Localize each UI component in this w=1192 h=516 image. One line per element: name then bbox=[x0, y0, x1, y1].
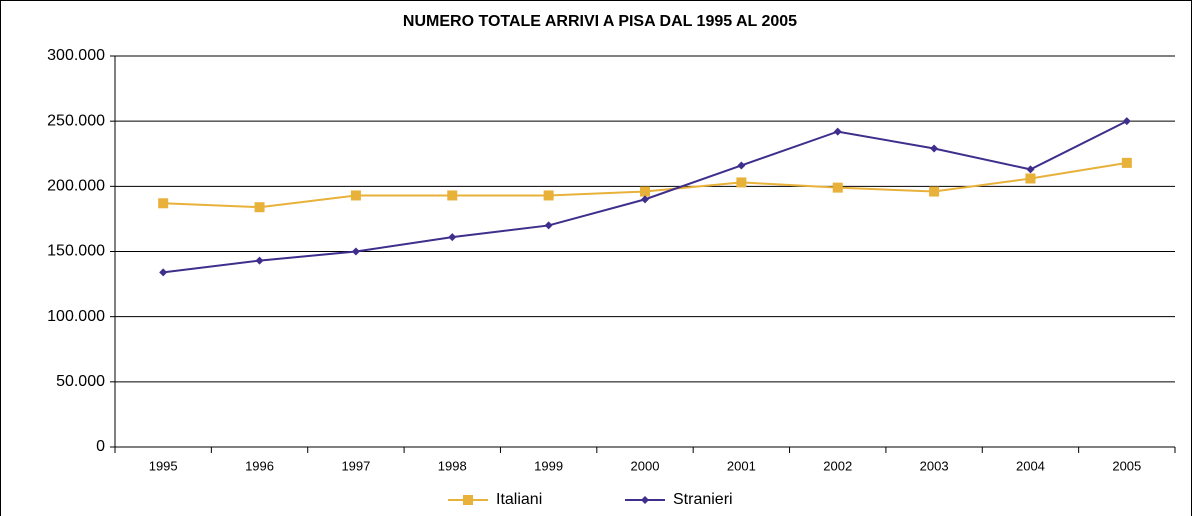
y-tick-label: 200.000 bbox=[47, 178, 105, 195]
data-point bbox=[1025, 173, 1036, 184]
data-point bbox=[640, 186, 650, 197]
data-point bbox=[543, 190, 554, 201]
y-tick-label: 0 bbox=[96, 438, 105, 455]
legend-marker bbox=[641, 496, 649, 504]
data-point bbox=[447, 190, 458, 201]
x-tick-label: 1996 bbox=[245, 458, 274, 473]
x-tick-label: 2004 bbox=[1016, 458, 1045, 473]
data-point bbox=[350, 190, 361, 201]
data-point bbox=[930, 144, 939, 153]
legend-marker bbox=[463, 495, 473, 505]
y-tick-label: 250.000 bbox=[47, 112, 105, 129]
data-point bbox=[159, 268, 168, 277]
data-point bbox=[929, 186, 940, 197]
data-point bbox=[832, 182, 843, 193]
data-point bbox=[641, 195, 649, 204]
data-point bbox=[1122, 117, 1131, 126]
x-tick-label: 1999 bbox=[534, 458, 563, 473]
y-tick-label: 300.000 bbox=[47, 47, 105, 64]
data-point bbox=[1026, 165, 1035, 174]
x-tick-label: 1997 bbox=[341, 458, 370, 473]
data-point bbox=[158, 198, 169, 209]
chart-title: NUMERO TOTALE ARRIVI A PISA DAL 1995 AL … bbox=[403, 13, 797, 30]
legend-label: Italiani bbox=[496, 491, 542, 508]
data-point bbox=[736, 177, 747, 188]
data-point bbox=[254, 202, 265, 213]
x-tick-label: 2005 bbox=[1112, 458, 1141, 473]
x-tick-label: 1998 bbox=[438, 458, 467, 473]
data-point bbox=[544, 221, 553, 230]
y-tick-label: 50.000 bbox=[56, 373, 105, 390]
data-point bbox=[833, 127, 842, 136]
x-tick-label: 1995 bbox=[149, 458, 178, 473]
legend-label: Stranieri bbox=[673, 491, 733, 508]
y-tick-label: 150.000 bbox=[47, 243, 105, 260]
y-tick-label: 100.000 bbox=[47, 308, 105, 325]
data-point bbox=[255, 256, 264, 265]
data-point bbox=[351, 247, 360, 256]
data-point bbox=[448, 233, 457, 242]
x-tick-label: 2000 bbox=[631, 458, 660, 473]
data-point bbox=[737, 161, 746, 170]
x-tick-label: 2002 bbox=[823, 458, 852, 473]
data-point bbox=[1121, 157, 1132, 168]
x-tick-label: 2001 bbox=[727, 458, 756, 473]
x-tick-label: 2003 bbox=[920, 458, 949, 473]
